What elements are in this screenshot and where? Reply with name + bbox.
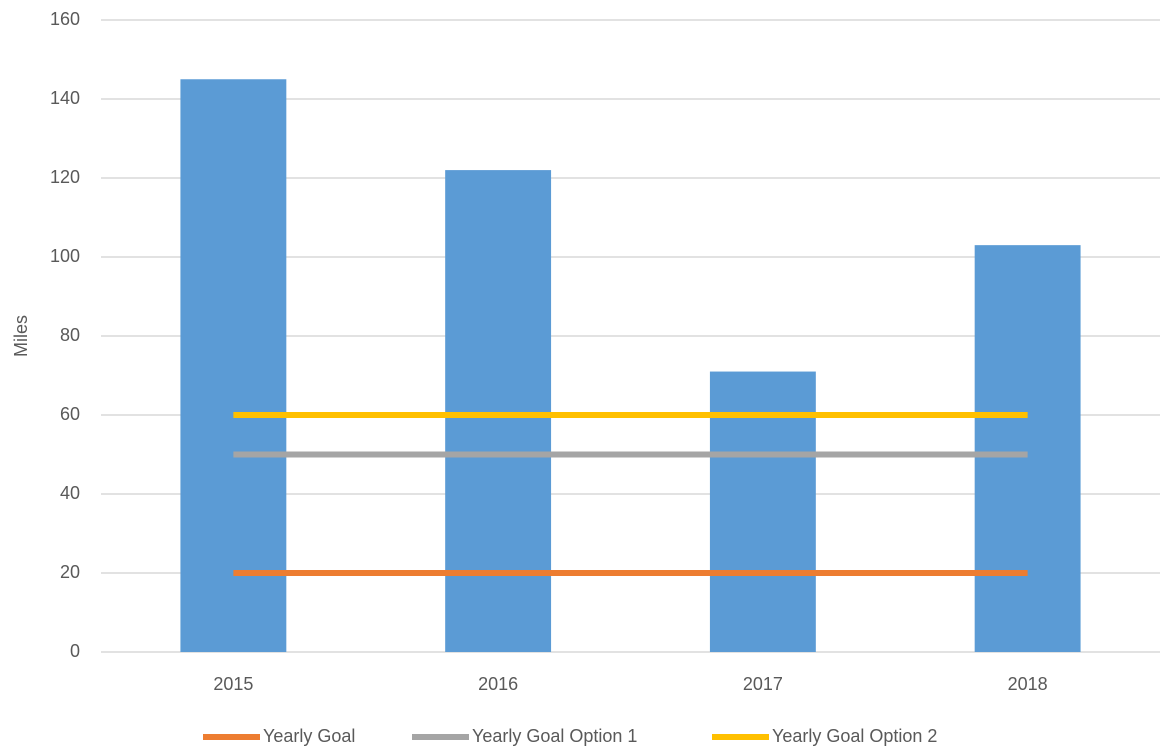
bar bbox=[445, 170, 552, 652]
y-axis-label: Miles bbox=[11, 315, 31, 357]
x-tick-label: 2018 bbox=[1008, 674, 1048, 694]
bar bbox=[974, 245, 1081, 652]
y-tick-label: 80 bbox=[60, 325, 80, 345]
y-tick-label: 40 bbox=[60, 483, 80, 503]
y-tick-label: 140 bbox=[50, 88, 80, 108]
y-tick-label: 20 bbox=[60, 562, 80, 582]
x-tick-label: 2015 bbox=[213, 674, 253, 694]
legend-label: Yearly Goal Option 2 bbox=[772, 726, 937, 746]
bar bbox=[709, 371, 816, 652]
legend-label: Yearly Goal Option 1 bbox=[472, 726, 637, 746]
y-tick-label: 60 bbox=[60, 404, 80, 424]
y-tick-label: 0 bbox=[70, 641, 80, 661]
y-tick-label: 120 bbox=[50, 167, 80, 187]
y-tick-label: 160 bbox=[50, 9, 80, 29]
legend-label: Yearly Goal bbox=[263, 726, 355, 746]
bar bbox=[180, 79, 287, 652]
y-tick-label: 100 bbox=[50, 246, 80, 266]
x-tick-label: 2017 bbox=[743, 674, 783, 694]
x-tick-label: 2016 bbox=[478, 674, 518, 694]
